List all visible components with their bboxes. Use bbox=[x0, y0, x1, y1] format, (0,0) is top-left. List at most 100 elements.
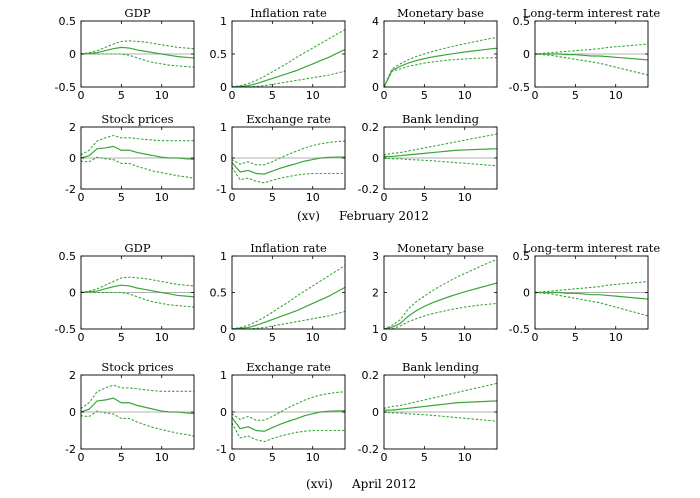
caption-text: February 2012 bbox=[339, 209, 429, 223]
y-tick-label: -1 bbox=[216, 183, 227, 196]
y-tick-label: 0.5 bbox=[210, 48, 228, 61]
y-tick-label: -2 bbox=[65, 183, 76, 196]
x-tick-label: 0 bbox=[381, 331, 388, 344]
series-upper-line bbox=[80, 40, 195, 55]
series-lower-line bbox=[80, 53, 195, 68]
x-tick-label: 0 bbox=[78, 451, 85, 464]
series-median-line bbox=[383, 282, 498, 330]
y-tick-label: 1 bbox=[220, 121, 227, 134]
y-tick-label: 0 bbox=[69, 152, 76, 165]
x-tick-label: 10 bbox=[155, 191, 169, 204]
series-upper-line bbox=[80, 276, 195, 294]
panel-title: Long-term interest rate bbox=[523, 241, 661, 255]
series-lower-line bbox=[231, 166, 346, 184]
x-tick-label: 0 bbox=[229, 191, 236, 204]
panel-xvi-bank: Bank lending-0.200.20 5 10 bbox=[358, 360, 498, 464]
y-tick-label: 0.5 bbox=[59, 250, 77, 263]
x-tick-label: 5 bbox=[118, 451, 125, 464]
series-lower-line bbox=[80, 291, 195, 308]
x-tick-label: 5 bbox=[421, 191, 428, 204]
caption-february-2012: (xv) February 2012 bbox=[297, 209, 429, 223]
caption-april-2012: (xvi) April 2012 bbox=[306, 477, 416, 491]
y-tick-label: -0.5 bbox=[509, 81, 530, 94]
panel-xv-bank: Bank lending-0.200.20 5 10 bbox=[358, 112, 498, 204]
x-tick-label: 10 bbox=[458, 89, 472, 102]
x-tick-label: 10 bbox=[155, 451, 169, 464]
series-lower-line bbox=[231, 422, 346, 443]
x-tick-label: 10 bbox=[609, 89, 623, 102]
series-lower-line bbox=[383, 411, 498, 422]
x-tick-label: 0 bbox=[229, 89, 236, 102]
x-tick-label: 10 bbox=[155, 89, 169, 102]
y-tick-label: 0 bbox=[372, 406, 379, 419]
y-tick-label: 2 bbox=[372, 287, 379, 300]
series-upper-line bbox=[80, 134, 195, 156]
panel-title: Bank lending bbox=[402, 112, 480, 126]
x-tick-label: 0 bbox=[381, 451, 388, 464]
y-tick-label: 0 bbox=[523, 287, 530, 300]
series-upper-line bbox=[534, 280, 649, 294]
y-tick-label: 0.2 bbox=[362, 369, 380, 382]
series-median-line bbox=[80, 145, 195, 160]
series-median-line bbox=[231, 410, 346, 432]
caption-number: (xv) bbox=[297, 209, 320, 223]
y-tick-label: 0 bbox=[220, 323, 227, 336]
series-upper-line bbox=[80, 384, 195, 409]
y-tick-label: 0 bbox=[69, 287, 76, 300]
y-tick-label: 0 bbox=[523, 48, 530, 61]
panel-xv-gdp: GDP-0.500.50 5 10 bbox=[55, 6, 195, 102]
x-tick-label: 5 bbox=[118, 89, 125, 102]
x-tick-label: 0 bbox=[78, 191, 85, 204]
x-tick-label: 10 bbox=[306, 89, 320, 102]
series-upper-line bbox=[383, 382, 498, 409]
series-median-line bbox=[383, 47, 498, 88]
panel-xvi-longrate: Long-term interest rate-0.500.50 5 10 bbox=[509, 241, 661, 344]
series-median-line bbox=[231, 286, 346, 330]
x-tick-label: 0 bbox=[229, 451, 236, 464]
y-tick-label: 1 bbox=[220, 250, 227, 263]
panel-title: GDP bbox=[124, 241, 150, 255]
x-tick-label: 0 bbox=[381, 89, 388, 102]
series-lower-line bbox=[383, 57, 498, 88]
panel-title: Bank lending bbox=[402, 360, 480, 374]
series-median-line bbox=[231, 156, 346, 175]
x-tick-label: 5 bbox=[269, 451, 276, 464]
x-tick-label: 0 bbox=[78, 89, 85, 102]
x-tick-label: 0 bbox=[532, 89, 539, 102]
plot-frame bbox=[383, 20, 498, 88]
series-lower-line bbox=[534, 53, 649, 76]
panel-title: Inflation rate bbox=[250, 241, 327, 255]
y-tick-label: 2 bbox=[69, 121, 76, 134]
series-median-line bbox=[534, 291, 649, 300]
series-lower-line bbox=[383, 302, 498, 330]
panel-title: Stock prices bbox=[101, 360, 173, 374]
x-tick-label: 0 bbox=[229, 331, 236, 344]
y-tick-label: 0 bbox=[69, 48, 76, 61]
series-upper-line bbox=[231, 29, 346, 88]
panel-xvi-gdp: GDP-0.500.50 5 10 bbox=[55, 241, 195, 344]
series-median-line bbox=[80, 284, 195, 298]
x-tick-label: 10 bbox=[609, 331, 623, 344]
y-tick-label: -2 bbox=[65, 443, 76, 456]
x-tick-label: 10 bbox=[458, 451, 472, 464]
y-tick-label: 0.2 bbox=[362, 121, 380, 134]
x-tick-label: 10 bbox=[458, 331, 472, 344]
series-upper-line bbox=[534, 43, 649, 55]
panel-xv-longrate: Long-term interest rate-0.500.50 5 10 bbox=[509, 6, 661, 102]
x-tick-label: 5 bbox=[269, 191, 276, 204]
series-lower-line bbox=[534, 291, 649, 317]
plot-frame bbox=[231, 255, 346, 330]
x-tick-label: 5 bbox=[269, 331, 276, 344]
y-tick-label: 1 bbox=[220, 15, 227, 28]
series-upper-line bbox=[231, 140, 346, 166]
panel-title: Monetary base bbox=[397, 6, 484, 20]
series-upper-line bbox=[383, 36, 498, 88]
series-upper-line bbox=[231, 391, 346, 421]
series-median-line bbox=[80, 46, 195, 59]
series-lower-line bbox=[80, 410, 195, 437]
y-tick-label: 0.5 bbox=[513, 15, 531, 28]
x-tick-label: 5 bbox=[421, 331, 428, 344]
